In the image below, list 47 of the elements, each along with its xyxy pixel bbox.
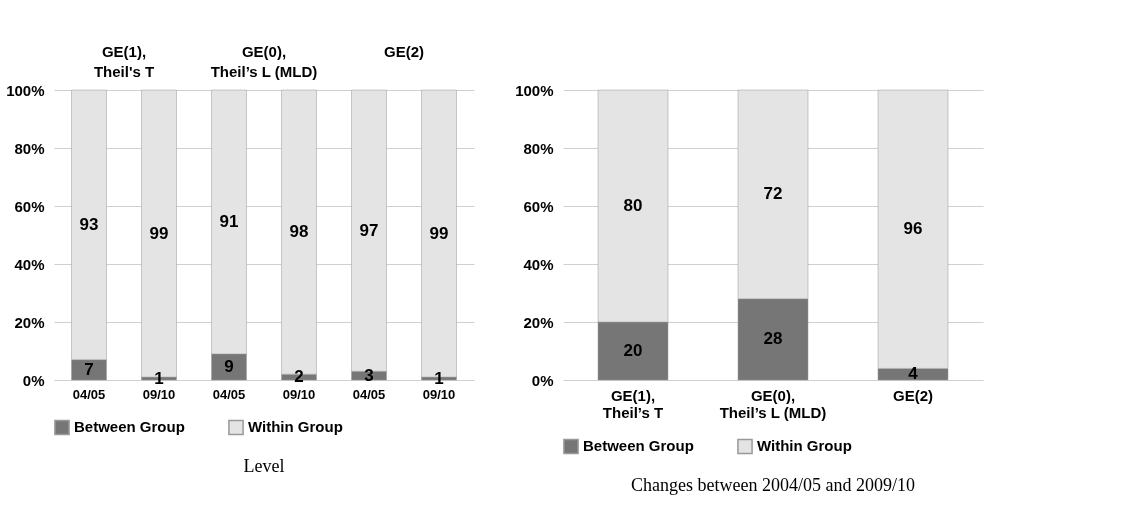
data-label: 3 — [364, 365, 374, 385]
data-label: 7 — [84, 359, 94, 379]
data-label: 28 — [763, 329, 783, 349]
x-tick-label: GE(1), Theil’s T — [602, 386, 664, 421]
text: Level — [243, 456, 285, 476]
data-label: 1 — [434, 368, 444, 388]
x-tick-label: 04/05 — [352, 386, 386, 402]
data-label: 9 — [224, 356, 234, 376]
legend-label: Within Group — [757, 437, 852, 455]
y-tick-label: 80% — [14, 139, 45, 157]
y-tick-label: 0% — [531, 371, 554, 389]
y-tick-label: 20% — [523, 313, 554, 331]
y-tick-label: 40% — [523, 255, 554, 273]
y-tick-label: 0% — [22, 371, 45, 389]
x-tick-label: GE(0), Theil’s L (MLD) — [719, 386, 827, 421]
data-label: 99 — [429, 223, 449, 243]
data-label: 20 — [623, 341, 643, 360]
y-tick-label: 60% — [14, 197, 45, 215]
data-label: 97 — [359, 220, 379, 240]
legend-label: Between Group — [583, 437, 694, 455]
data-label: 93 — [79, 214, 99, 234]
data-label: 91 — [219, 211, 239, 231]
data-label: 96 — [903, 219, 923, 239]
data-label: 4 — [908, 364, 919, 384]
text: Changes between 2004/05 and 2009/10 — [631, 475, 915, 495]
data-label: 1 — [154, 368, 164, 388]
y-tick-label: 40% — [14, 255, 45, 273]
legend-label: Within Group — [248, 418, 343, 436]
y-tick-label: 20% — [14, 313, 45, 331]
y-tick-label: 80% — [523, 139, 554, 157]
text: GE(2) — [383, 43, 425, 60]
data-label: 80 — [623, 196, 643, 215]
data-label: 98 — [289, 222, 309, 242]
x-tick-label: 04/05 — [72, 386, 106, 402]
x-tick-label: 09/10 — [422, 386, 456, 402]
data-label: 72 — [763, 184, 783, 204]
text: GE(1), Theil's T — [93, 43, 155, 80]
text: GE(0), Theil’s L (MLD) — [210, 43, 318, 80]
x-tick-label: 09/10 — [142, 386, 176, 402]
x-tick-label: 09/10 — [282, 386, 316, 402]
data-label: 99 — [149, 223, 169, 243]
y-tick-label: 60% — [523, 197, 554, 215]
y-tick-label: 100% — [6, 81, 45, 99]
y-tick-label: 100% — [515, 81, 554, 99]
x-tick-label: GE(2) — [892, 386, 934, 404]
legend-label: Between Group — [74, 418, 185, 436]
x-tick-label: 04/05 — [212, 386, 246, 402]
